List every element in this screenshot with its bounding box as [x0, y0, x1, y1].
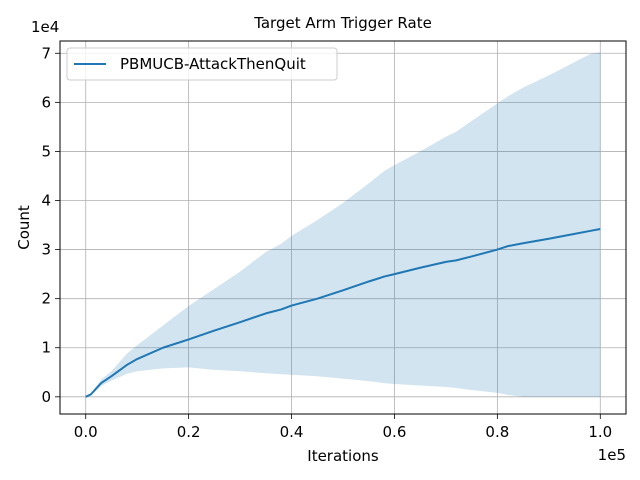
confidence-band — [85, 52, 601, 397]
y-tick-label: 7 — [41, 44, 51, 62]
x-axis-label: Iterations — [307, 447, 379, 465]
plot-frame — [59, 40, 627, 415]
y-tick-label: 3 — [41, 241, 51, 259]
legend-box — [66, 47, 338, 81]
chart-title: Target Arm Trigger Rate — [253, 14, 432, 32]
x-tick-label: 0.8 — [485, 423, 509, 441]
y-tick-label: 2 — [41, 290, 51, 308]
legend: PBMUCB-AttackThenQuit — [66, 47, 338, 81]
y-tick-label: 6 — [41, 93, 51, 111]
x-tick-label: 0.2 — [177, 423, 201, 441]
x-axis-offset-label: 1e5 — [598, 446, 626, 464]
legend-label: PBMUCB-AttackThenQuit — [120, 55, 306, 73]
series-line-layer — [85, 227, 601, 398]
y-axis-label: Count — [15, 205, 33, 250]
x-tick-label: 0.6 — [383, 423, 407, 441]
y-tick-label: 1 — [41, 339, 51, 357]
confidence-band-layer — [85, 52, 601, 397]
series-line — [85, 227, 601, 398]
x-tick-label: 0.4 — [280, 423, 304, 441]
grid — [60, 41, 626, 414]
x-tick-label: 0.0 — [74, 423, 98, 441]
axis-ticks: 0.0 0.2 0.4 0.6 0.8 1.0 0 1 2 3 4 5 6 7 — [41, 44, 612, 441]
y-tick-label: 5 — [41, 142, 51, 160]
y-axis-offset-label: 1e4 — [31, 18, 59, 36]
y-tick-label: 0 — [41, 388, 51, 406]
y-tick-label: 4 — [41, 192, 51, 210]
x-tick-label: 1.0 — [588, 423, 612, 441]
